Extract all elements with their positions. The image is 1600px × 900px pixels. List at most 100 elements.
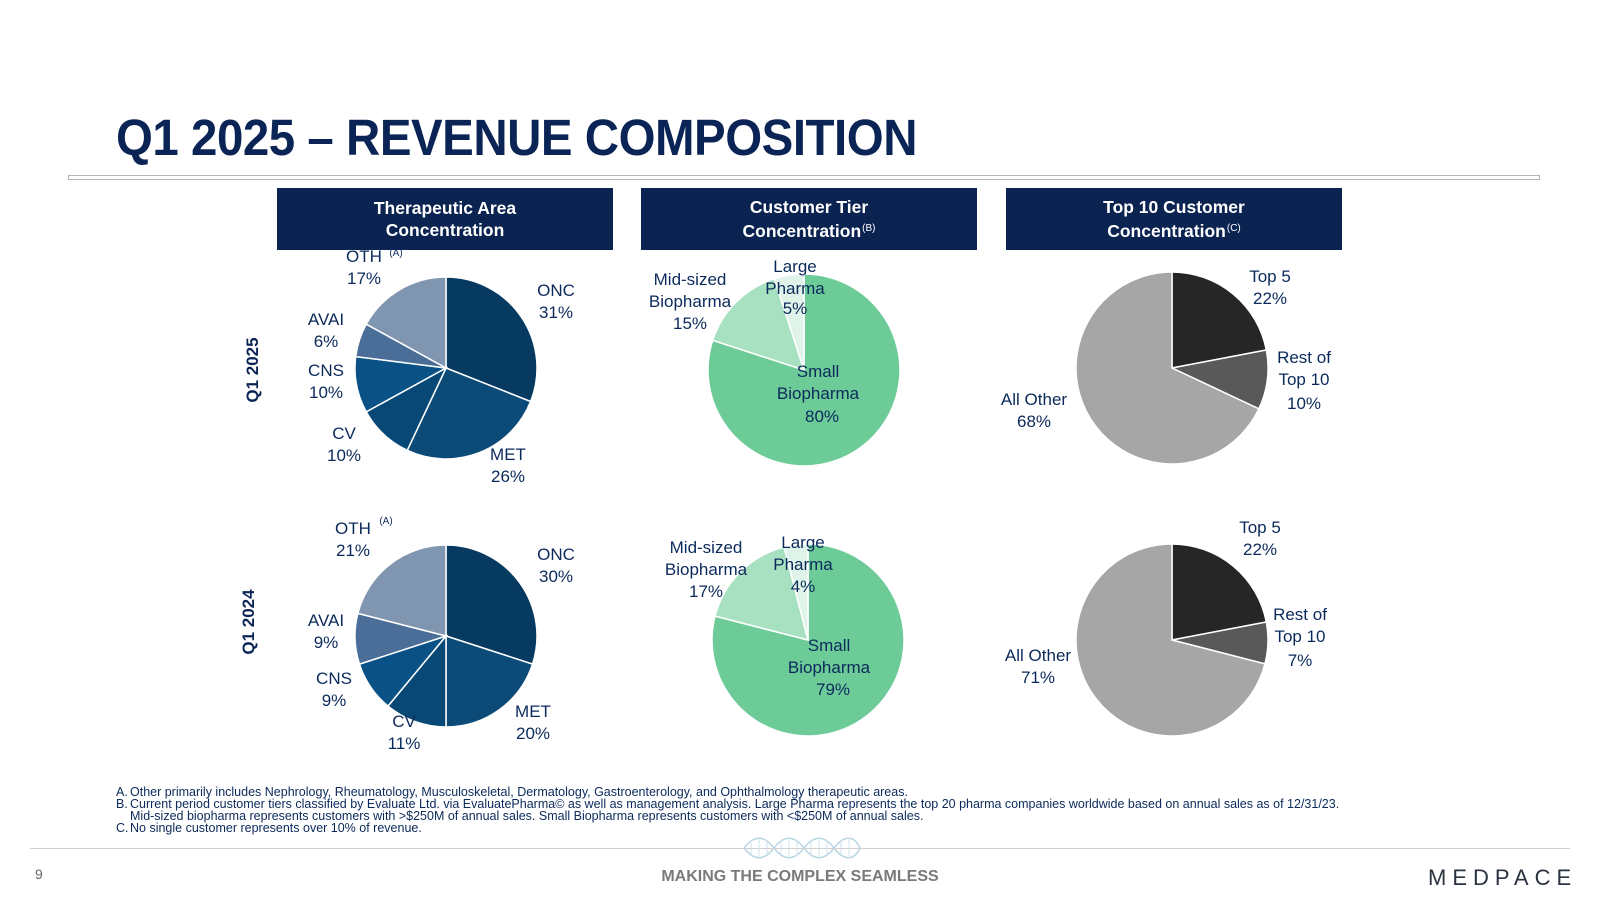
data-label: 10% [309,383,343,402]
pie-slice-onc [445,276,538,403]
logo-text: MEDPACE [1428,865,1578,890]
footnote-ref-a: (A) [379,516,392,527]
footnote-ref-c: (C) [1226,223,1241,234]
data-label: Rest of [1273,605,1327,624]
data-label: 4% [791,577,816,596]
header-line2-text: Concentration [742,221,862,241]
pie-slice-top-5 [1171,543,1268,641]
data-label: 20% [516,724,550,743]
data-label: 21% [336,541,370,560]
data-label: 79% [816,680,850,699]
pie-chart-1: ONC 30% MET 20% CV 11% CNS 9% AVAI 9% OTH 21% (A) [308,516,575,753]
header-line2-text: Concentration [1107,221,1226,241]
footnote-text: Other primarily includes Nephrology, Rhe… [130,785,908,799]
data-label: All Other [1001,390,1067,409]
pie-slice-small-biopharma [707,273,901,467]
medpace-logo: MEDPACE [1428,865,1577,891]
pie-slice-met [406,367,532,460]
footnote-b: B. Current period customer tiers classifi… [116,797,1356,823]
pie-slice-large-pharma [773,273,805,371]
footnote-text: No single customer represents over 10% o… [130,821,422,835]
data-label: 71% [1021,668,1055,687]
pie-slice-met [445,634,534,728]
data-label: 10% [1287,394,1321,413]
data-label: Rest of [1277,348,1331,367]
footnotes: A. Other primarily includes Nephrology, R… [116,785,1356,835]
pie-slice-all-other [1075,543,1266,737]
footnote-key: A. [116,785,128,799]
header-line1: Therapeutic Area [373,198,517,218]
header-top10-customer: Top 10 Customer Concentration(C) [1006,188,1342,250]
footnote-ref-b: (B) [862,223,876,234]
footnote-c: C. No single customer represents over 10%… [116,821,1356,835]
data-label: ONC [537,281,575,300]
data-label: 30% [539,567,573,586]
data-label: Small [808,636,851,655]
data-label: Top 5 [1239,518,1281,537]
data-label: Top 5 [1249,267,1291,286]
header-line2: Concentration(C) [1006,218,1342,242]
data-label: CV [332,424,356,443]
data-label: 26% [491,467,525,486]
data-label: AVAI [308,310,344,329]
header-line2: Concentration(B) [641,218,977,242]
pie-chart-5: Top 5 22% Rest of Top 10 7% All Other 71% [1005,518,1327,737]
data-label: ONC [537,545,575,564]
data-label: CNS [316,669,352,688]
data-label: 22% [1243,540,1277,559]
footnote-key: B. [116,797,128,811]
header-line1: Top 10 Customer [1103,197,1245,217]
data-label: Biopharma [788,658,871,677]
data-label: 15% [673,314,707,333]
header-line2-text: Concentration [385,220,505,240]
data-label: 5% [783,299,808,318]
pie-slice-mid-sized-biopharma [714,546,810,642]
title-divider [68,175,1540,180]
header-line1: Customer Tier [749,197,869,217]
footer-tagline: MAKING THE COMPLEX SEAMLESS [661,868,939,885]
pie-chart-4: Top 5 22% Rest of Top 10 10% All Other 68% [1001,267,1331,465]
pie-slice-oth [365,276,447,370]
footnote-text: Current period customer tiers classified… [130,797,1340,823]
data-label: 17% [689,582,723,601]
data-label: 9% [322,691,347,710]
data-label: Top 10 [1274,627,1325,646]
data-label: All Other [1005,646,1071,665]
header-therapeutic-area: Therapeutic Area Concentration [277,188,613,250]
data-label: CNS [308,361,344,380]
pie-chart-3: Small Biopharma 79% Mid-sized Biopharma 17% La… [665,533,905,737]
header-customer-tier: Customer Tier Concentration(B) [641,188,977,250]
data-label: 10% [327,446,361,465]
data-label: 17% [347,269,381,288]
pie-slice-top-5 [1171,271,1268,369]
data-label: OTH [335,519,371,538]
data-label: Pharma [765,279,825,298]
data-label: CV [392,712,416,731]
data-label: 22% [1253,289,1287,308]
data-label: Biopharma [777,384,860,403]
data-label: 6% [314,332,339,351]
data-label: Top 10 [1278,370,1329,389]
data-label: MET [490,445,526,464]
footnote-a: A. Other primarily includes Nephrology, R… [116,785,1356,799]
data-label: Pharma [773,555,833,574]
data-label: 7% [1288,651,1313,670]
pie-slice-oth [356,544,447,637]
pie-slice-large-pharma [783,543,809,641]
data-label: 9% [314,633,339,652]
pie-slice-small-biopharma [711,543,905,737]
data-label: 80% [805,407,839,426]
data-label: AVAI [308,611,344,630]
data-label: 68% [1017,412,1051,431]
pie-slice-all-other [1075,271,1260,465]
footer-divider [30,848,1570,849]
data-label: Biopharma [649,292,732,311]
page-number: 9 [35,866,43,882]
data-label: Mid-sized [670,538,743,557]
pie-chart-2: Small Biopharma 80% Mid-sized Biopharma 15% La… [649,257,901,467]
pie-slice-onc [445,544,538,666]
data-label: Large [781,533,824,552]
header-line2: Concentration [277,219,613,241]
data-label: 11% [388,734,421,753]
